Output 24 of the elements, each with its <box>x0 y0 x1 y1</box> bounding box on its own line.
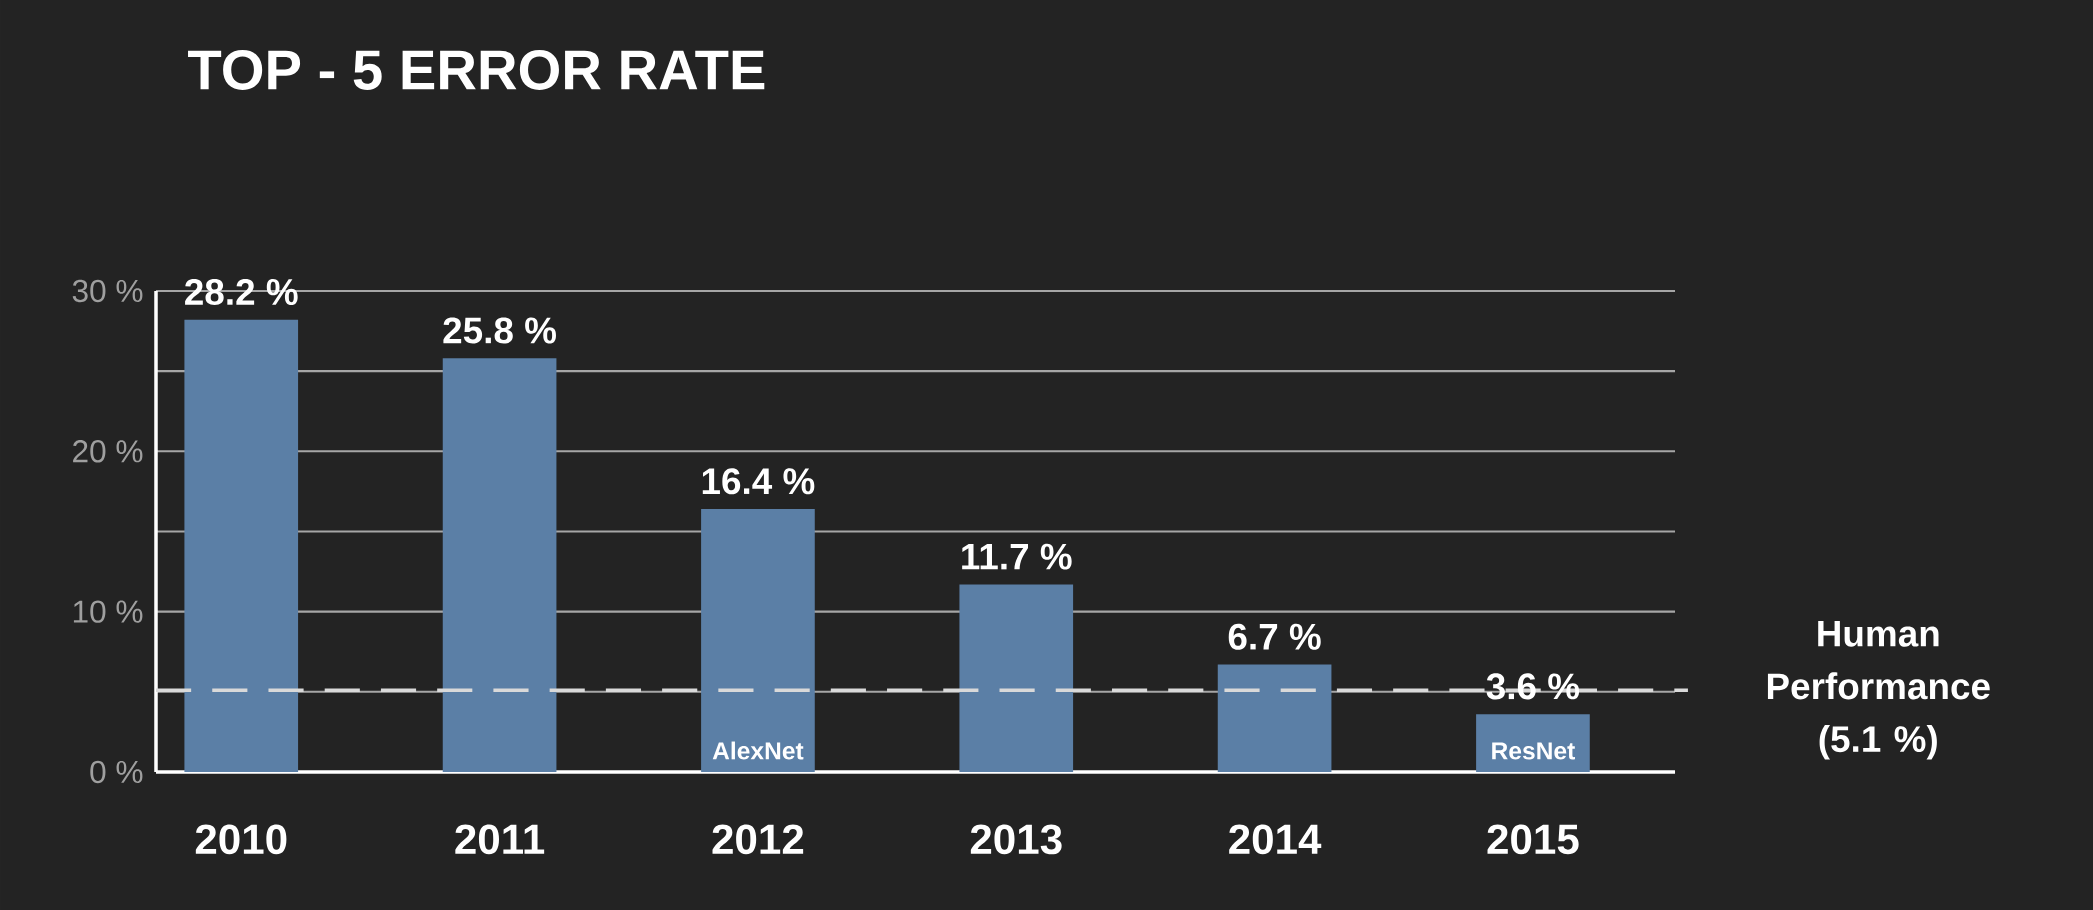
y-tick-label: 10 % <box>73 600 143 623</box>
data-label: 11.7 % <box>962 543 1072 570</box>
x-tick-label: 2010 <box>195 824 287 855</box>
bar <box>1476 714 1590 772</box>
data-label: 6.7 % <box>1228 623 1321 650</box>
bar <box>184 319 299 772</box>
annotation: ResNet <box>1492 742 1575 760</box>
annotation: AlexNet <box>712 741 804 760</box>
y-tick-label: 0 % <box>90 760 143 784</box>
bar <box>442 358 557 772</box>
bar <box>959 584 1074 772</box>
y-tick-label: 30 % <box>72 279 143 303</box>
ref-line-label: Human Performance (5.1 %) <box>1767 621 1990 760</box>
x-tick-label: 2011 <box>455 824 545 855</box>
chart-title: TOP - 5 ERROR RATE <box>188 50 765 90</box>
x-tick-label: 2013 <box>970 824 1062 855</box>
data-label: 16.4 % <box>702 468 815 495</box>
data-label: 25.8 % <box>443 317 556 344</box>
x-tick-label: 2014 <box>1229 824 1322 855</box>
x-tick-label: 2012 <box>712 824 804 855</box>
bar <box>701 509 815 772</box>
bar <box>1217 664 1332 772</box>
x-tick-label: 2015 <box>1487 824 1579 855</box>
y-tick-label: 20 % <box>73 440 143 463</box>
